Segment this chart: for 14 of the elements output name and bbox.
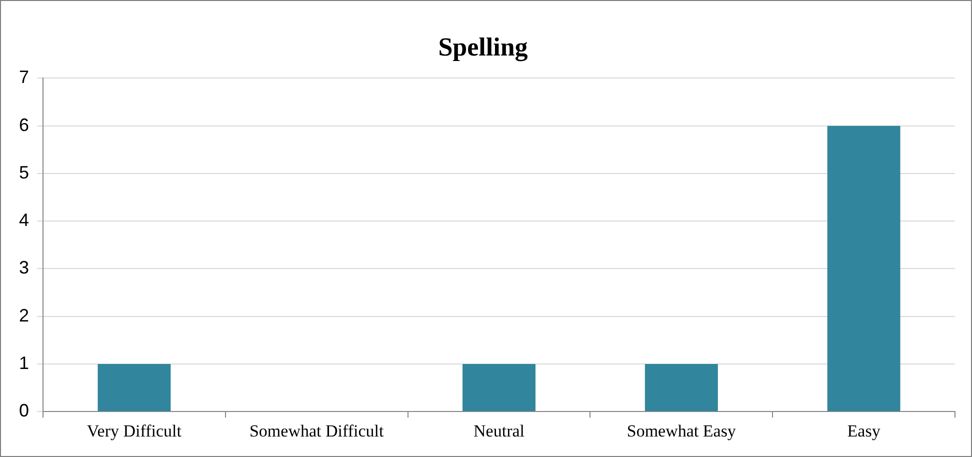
y-tick-label: 2 — [18, 305, 30, 326]
y-tick-label: 7 — [18, 67, 30, 88]
y-tick-label: 3 — [18, 258, 30, 278]
y-tick-label: 4 — [18, 210, 30, 230]
x-tick-label: Very Difficult — [86, 421, 182, 440]
x-tick-label: Somewhat Difficult — [249, 421, 384, 440]
chart-title: Spelling — [438, 32, 528, 62]
y-tick-label: 1 — [18, 352, 30, 373]
y-tick-label: 6 — [18, 114, 30, 135]
x-tick-label: Neutral — [474, 421, 525, 440]
x-tick-label: Easy — [847, 421, 881, 440]
x-tick-label: Somewhat Easy — [626, 421, 736, 440]
y-tick-label: 0 — [18, 400, 30, 421]
y-tick-label: 5 — [18, 162, 30, 182]
